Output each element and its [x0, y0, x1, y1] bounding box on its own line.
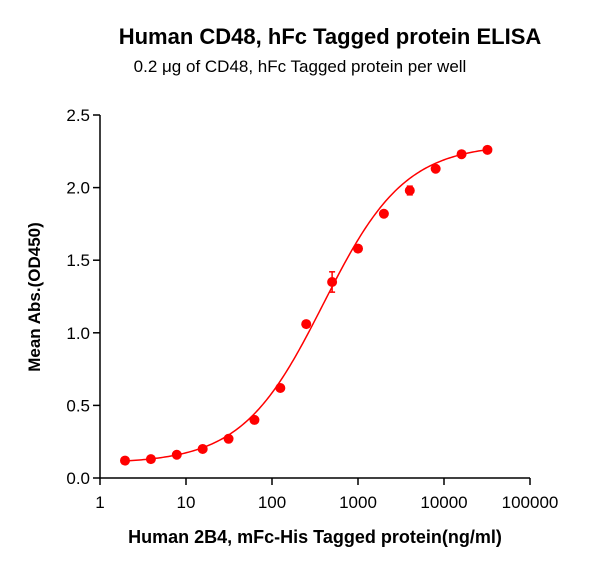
data-point: [197, 443, 208, 454]
data-point: [430, 163, 441, 174]
data-point: [456, 149, 467, 160]
y-tick-label: 1.5: [66, 251, 90, 270]
chart-title: Human CD48, hFc Tagged protein ELISA: [118, 24, 542, 49]
y-tick-label: 2.5: [66, 106, 90, 125]
x-axis-label: Human 2B4, mFc-His Tagged protein(ng/ml): [128, 527, 502, 547]
x-tick-label: 10000: [420, 493, 467, 512]
data-point: [301, 319, 312, 330]
data-points: [120, 144, 493, 466]
y-tick-label: 0.5: [66, 396, 90, 415]
data-point: [378, 208, 389, 219]
fit-curve: [124, 148, 488, 462]
data-point: [353, 243, 363, 254]
axes: 0.0 0.5 1.0 1.5 2.0 2.5 1 10 100 1000 10000 100000: [66, 106, 558, 512]
data-point: [223, 433, 234, 444]
y-tick-label: 2.0: [66, 179, 90, 198]
data-point: [275, 382, 286, 393]
x-tick-label: 1: [95, 493, 104, 512]
chart-subtitle: 0.2 μg of CD48, hFc Tagged protein per w…: [133, 57, 467, 76]
data-point: [171, 449, 182, 460]
x-tick-label: 10: [177, 493, 196, 512]
data-point: [482, 144, 493, 155]
data-point: [404, 185, 415, 196]
y-tick-label: 0.0: [66, 469, 90, 488]
y-tick-label: 1.0: [66, 324, 90, 343]
x-tick-label: 100000: [502, 493, 559, 512]
data-point: [249, 414, 260, 425]
x-tick-label: 100: [258, 493, 286, 512]
data-point: [145, 454, 156, 465]
fit-line: [124, 148, 488, 462]
data-point: [120, 455, 131, 466]
data-point: [327, 276, 338, 287]
y-axis-label: Mean Abs.(OD450): [25, 222, 44, 372]
x-tick-label: 1000: [339, 493, 377, 512]
